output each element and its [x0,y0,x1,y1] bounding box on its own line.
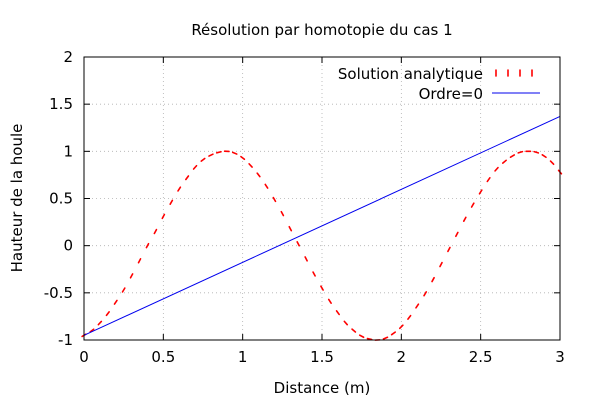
data-point [113,299,118,305]
data-point [486,177,491,183]
data-point [366,337,373,341]
grid [84,57,560,340]
series-ordre-0-line [83,115,561,336]
x-tick-label: 0 [79,348,89,366]
data-point [208,153,214,157]
data-point [327,298,332,304]
data-point [382,336,389,340]
data-point [455,231,459,238]
data-point [509,154,516,158]
data-point [533,150,540,154]
data-point [431,276,435,283]
data-point [423,291,428,297]
data-point [439,261,443,268]
y-tick-label: 1.5 [49,95,73,113]
data-point [407,314,412,320]
legend: Solution analytique Ordre=0 [338,65,540,103]
data-point [296,241,301,247]
data-point [192,164,198,170]
data-point [105,311,110,317]
legend-label-solution-analytique: Solution analytique [338,65,483,83]
x-tick-label: 1.5 [310,348,334,366]
data-point [137,258,142,264]
data-point [97,320,103,326]
y-tick-label: -1 [58,331,73,349]
data-point [256,172,261,178]
data-point [185,175,190,181]
data-point [478,189,483,195]
x-tick-label: 0.5 [151,348,175,366]
x-tick-labels: 0 0.5 1 1.5 2 2.5 3 [79,348,565,366]
y-tick-label: 0.5 [49,190,73,208]
data-point [200,157,206,162]
data-point [272,196,277,203]
data-point [248,163,253,168]
chart-title: Résolution par homotopie du cas 1 [191,21,452,39]
x-tick-label: 1 [238,348,248,366]
data-point [215,150,222,154]
data-point [129,273,134,279]
axis-ticks [83,56,561,341]
y-axis-label: Hauteur de la houle [8,124,26,273]
data-point [549,160,555,166]
x-axis-label: Distance (m) [274,379,371,397]
x-tick-label: 2.5 [469,348,493,366]
data-point [358,334,365,339]
data-point [398,324,404,330]
data-point [288,225,293,232]
data-point [161,213,166,220]
y-tick-label: 1 [63,142,73,160]
data-point [89,328,95,333]
data-point [121,287,126,293]
data-point [280,210,285,217]
x-tick-label: 2 [397,348,407,366]
data-point [177,186,182,192]
data-point [169,199,174,205]
data-point [320,285,324,291]
data-point [541,154,547,159]
data-point [240,155,246,161]
legend-sample-solution-analytique [495,69,533,77]
data-point [264,183,269,189]
data-point [351,328,357,333]
data-point [501,159,507,164]
data-point [145,242,150,249]
data-point [231,151,238,155]
data-point [312,271,316,277]
data-point [415,303,420,309]
data-point [335,310,340,316]
y-tick-labels: -1 -0.5 0 0.5 1 1.5 2 [44,48,73,349]
y-tick-label: 0 [63,237,73,255]
data-point [447,246,451,253]
data-point [153,228,158,235]
x-tick-label: 3 [555,348,565,366]
data-point [304,256,308,262]
data-point [343,320,349,326]
data-point [470,202,475,208]
data-point [462,216,467,222]
data-point [494,166,499,172]
legend-label-ordre-0: Ordre=0 [419,85,483,103]
data-point [517,150,524,154]
y-tick-label: -0.5 [44,284,73,302]
y-tick-label: 2 [63,48,73,66]
data-point [390,331,396,336]
